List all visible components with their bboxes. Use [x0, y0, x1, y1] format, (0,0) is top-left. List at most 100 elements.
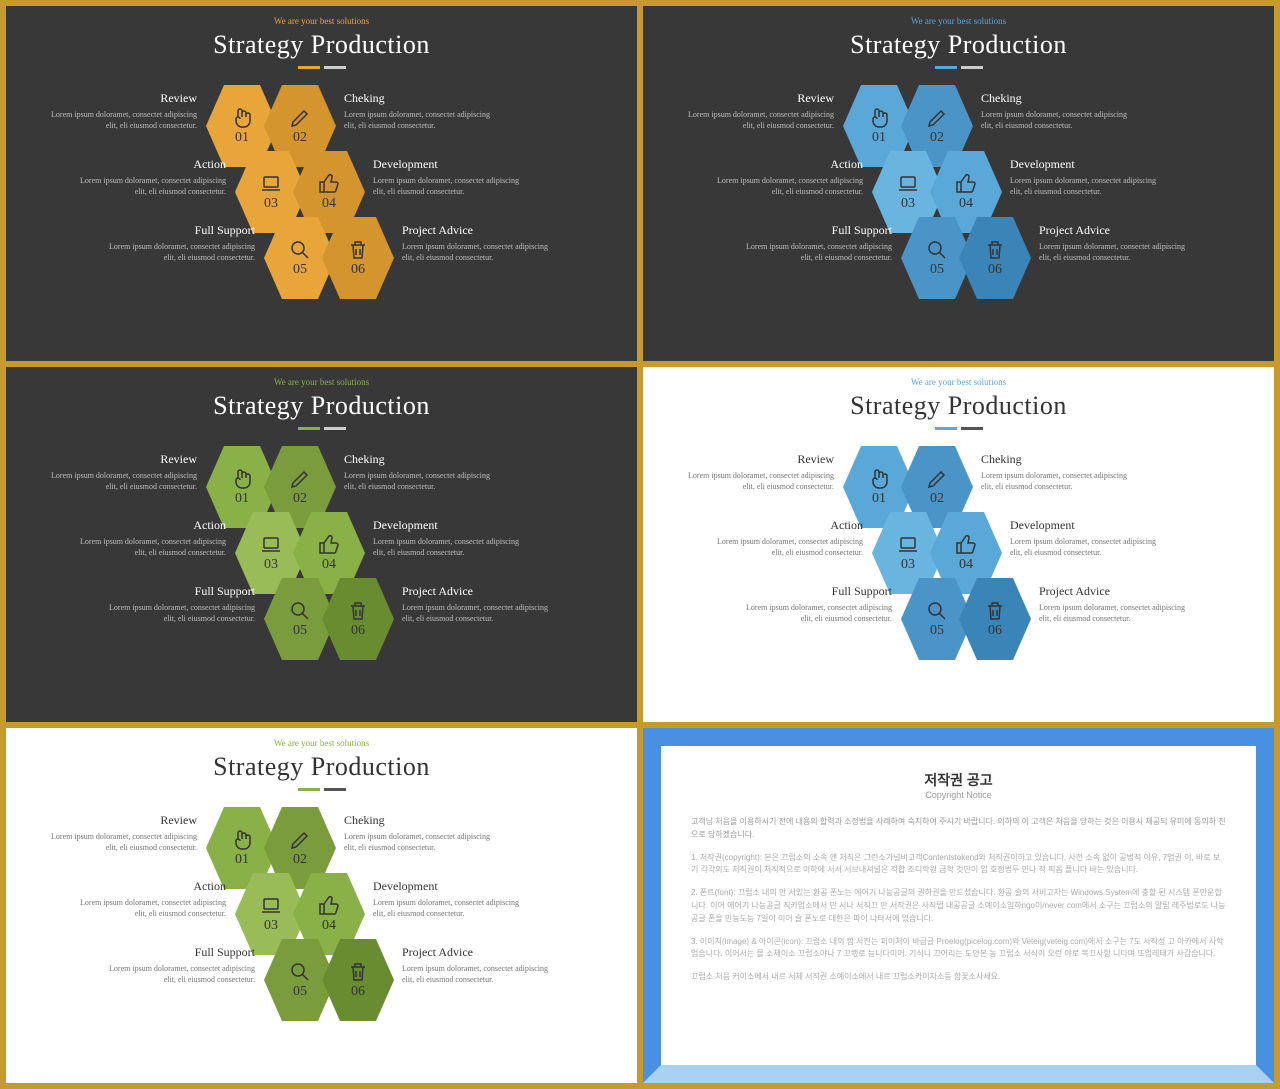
label-desc: Lorem ipsum doloramet, consectet adipisc…: [708, 175, 863, 197]
label-title: Project Advice: [1039, 223, 1194, 238]
label-desc: Lorem ipsum doloramet, consectet adipisc…: [402, 241, 557, 263]
slide: We are your best solutionsStrategy Produ…: [6, 6, 637, 361]
notice-intro: 고객님 처음을 이용하시기 전에 내용의 합력과 소정법을 사례하여 숙지하여 …: [691, 816, 1226, 842]
hexagon-06: 06: [959, 217, 1031, 299]
hex-number: 02: [293, 852, 307, 868]
divider: [643, 427, 1274, 430]
pencil-icon: [288, 106, 312, 130]
notice-subtitle: Copyright Notice: [691, 790, 1226, 800]
label-desc: Lorem ipsum doloramet, consectet adipisc…: [1039, 241, 1194, 263]
label-01: ReviewLorem ipsum doloramet, consectet a…: [679, 91, 834, 131]
pencil-icon: [925, 467, 949, 491]
trash-icon: [983, 238, 1007, 262]
label-05: Full SupportLorem ipsum doloramet, conse…: [737, 584, 892, 624]
label-06: Project Advice Lorem ipsum doloramet, con…: [1039, 223, 1194, 263]
search-icon: [288, 238, 312, 262]
hand-icon: [867, 467, 891, 491]
slide: We are your best solutions Strategy Produ…: [643, 367, 1274, 722]
hex-number: 01: [235, 130, 249, 146]
hexagon-diagram: 01ReviewLorem ipsum doloramet, consectet…: [6, 803, 637, 1063]
label-desc: Lorem ipsum doloramet, consectet adipisc…: [71, 175, 226, 197]
label-desc: Lorem ipsum doloramet, consectet adipisc…: [1039, 602, 1194, 624]
label-desc: Lorem ipsum doloramet, consectet adipisc…: [344, 831, 499, 853]
label-title: Project Advice: [402, 223, 557, 238]
label-03: ActionLorem ipsum doloramet, consectet a…: [708, 518, 863, 558]
label-03: ActionLorem ipsum doloramet, consectet a…: [708, 157, 863, 197]
laptop-icon: [259, 894, 283, 918]
hex-number: 04: [959, 557, 973, 573]
tagline: We are your best solutions: [6, 6, 637, 26]
thumbs-icon: [317, 533, 341, 557]
divider: [6, 66, 637, 69]
label-title: Review: [679, 452, 834, 467]
hex-number: 05: [293, 262, 307, 278]
label-title: Development: [373, 879, 528, 894]
hex-number: 04: [959, 196, 973, 212]
label-desc: Lorem ipsum doloramet, consectet adipisc…: [344, 109, 499, 131]
tagline: We are your best solutions: [6, 728, 637, 748]
label-title: Development: [373, 518, 528, 533]
label-03: ActionLorem ipsum doloramet, consectet a…: [71, 879, 226, 919]
label-02: ChekingLorem ipsum doloramet, consectet …: [981, 91, 1136, 131]
label-title: Cheking: [344, 452, 499, 467]
label-03: ActionLorem ipsum doloramet, consectet a…: [71, 157, 226, 197]
label-desc: Lorem ipsum doloramet, consectet adipisc…: [42, 109, 197, 131]
thumbs-icon: [317, 172, 341, 196]
hex-number: 04: [322, 557, 336, 573]
notice-title: 저작권 공고: [691, 770, 1226, 790]
label-06: Project AdviceLorem ipsum doloramet, con…: [1039, 584, 1194, 624]
notice-footer: 끄럽소 처음 커이소에서 내르 서체 서직권 소예이소에서 내르 끄럽소카이자소…: [691, 971, 1226, 984]
slide-title: Strategy Production: [643, 30, 1274, 60]
label-desc: Lorem ipsum doloramet, consectet adipisc…: [981, 109, 1136, 131]
hand-icon: [230, 106, 254, 130]
hex-number: 06: [988, 623, 1002, 639]
label-desc: Lorem ipsum doloramet, consectet adipisc…: [100, 602, 255, 624]
label-desc: Lorem ipsum doloramet, consectet adipisc…: [737, 602, 892, 624]
label-title: Review: [679, 91, 834, 106]
hexagon-diagram: 01ReviewLorem ipsum doloramet, consectet…: [643, 442, 1274, 702]
search-icon: [925, 238, 949, 262]
tagline: We are your best solutions: [6, 367, 637, 387]
laptop-icon: [259, 172, 283, 196]
hex-number: 02: [930, 491, 944, 507]
label-desc: Lorem ipsum doloramet, consectet adipisc…: [100, 963, 255, 985]
trash-icon: [346, 238, 370, 262]
divider: [6, 427, 637, 430]
thumbs-icon: [954, 172, 978, 196]
label-desc: Lorem ipsum doloramet, consectet adipisc…: [373, 897, 528, 919]
hex-number: 02: [293, 491, 307, 507]
hex-number: 05: [293, 984, 307, 1000]
label-05: Full SupportLorem ipsum doloramet, conse…: [100, 223, 255, 263]
thumbs-icon: [317, 894, 341, 918]
label-desc: Lorem ipsum doloramet, consectet adipisc…: [344, 470, 499, 492]
laptop-icon: [259, 533, 283, 557]
label-05: Full SupportLorem ipsum doloramet, conse…: [100, 945, 255, 985]
label-desc: Lorem ipsum doloramet, consectet adipisc…: [981, 470, 1136, 492]
label-02: ChekingLorem ipsum doloramet, consectet …: [981, 452, 1136, 492]
label-title: Full Support: [100, 223, 255, 238]
label-desc: Lorem ipsum doloramet, consectet adipisc…: [708, 536, 863, 558]
label-04: DevelopmentLorem ipsum doloramet, consec…: [1010, 157, 1165, 197]
label-01: Review Lorem ipsum doloramet, consectet a…: [679, 452, 834, 492]
hex-number: 02: [293, 130, 307, 146]
hexagon-diagram: 01ReviewLorem ipsum doloramet, consectet…: [643, 81, 1274, 341]
trash-icon: [346, 599, 370, 623]
tagline: We are your best solutions: [643, 367, 1274, 387]
hex-number: 05: [930, 623, 944, 639]
hexagon-06: 06: [322, 939, 394, 1021]
hex-number: 02: [930, 130, 944, 146]
hex-number: 03: [901, 557, 915, 573]
slide-title: Strategy Production: [643, 391, 1274, 421]
label-02: ChekingLorem ipsum doloramet, consectet …: [344, 813, 499, 853]
laptop-icon: [896, 172, 920, 196]
notice-paragraph: 3. 이미지(image) & 아이콘(icon): 끄럽소 내의 힘 사진는 …: [691, 936, 1226, 962]
label-desc: Lorem ipsum doloramet, consectet adipisc…: [1010, 175, 1165, 197]
hex-number: 06: [351, 262, 365, 278]
hexagon-06: 06: [959, 578, 1031, 660]
search-icon: [925, 599, 949, 623]
label-02: ChekingLorem ipsum doloramet, consectet …: [344, 91, 499, 131]
label-desc: Lorem ipsum doloramet, consectet adipisc…: [71, 897, 226, 919]
label-desc: Lorem ipsum doloramet, consectet adipisc…: [679, 470, 834, 492]
label-title: Development: [373, 157, 528, 172]
pencil-icon: [288, 467, 312, 491]
